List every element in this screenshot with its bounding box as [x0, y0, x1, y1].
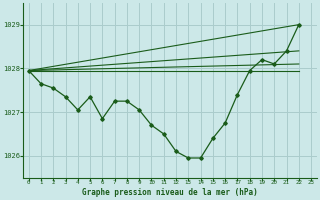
X-axis label: Graphe pression niveau de la mer (hPa): Graphe pression niveau de la mer (hPa): [82, 188, 258, 197]
